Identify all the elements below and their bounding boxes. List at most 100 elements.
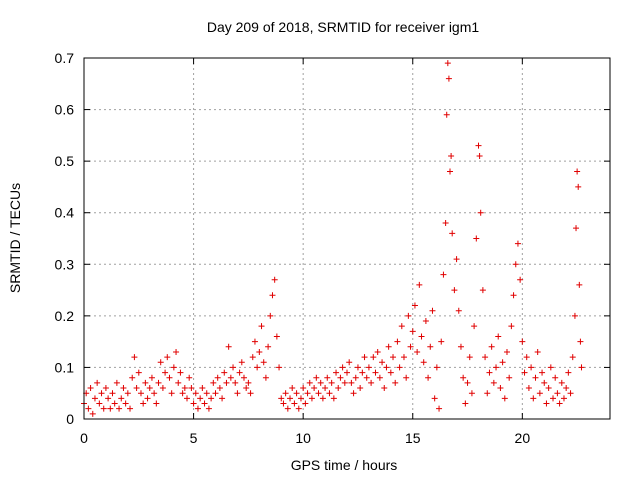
data-point	[484, 390, 491, 397]
data-point	[497, 385, 504, 392]
data-point	[194, 405, 201, 412]
data-point	[575, 183, 582, 190]
data-point	[449, 230, 456, 237]
data-point	[365, 364, 372, 371]
data-point	[199, 385, 206, 392]
data-point	[317, 379, 324, 386]
data-point	[476, 152, 483, 159]
data-point	[444, 60, 451, 67]
data-point	[212, 390, 219, 397]
data-point	[431, 395, 438, 402]
data-point	[131, 354, 138, 361]
data-point	[567, 390, 574, 397]
data-point	[443, 111, 450, 118]
data-point	[109, 390, 116, 397]
y-tick-label: 0.4	[55, 205, 75, 221]
data-point	[249, 354, 256, 361]
data-point	[304, 390, 311, 397]
data-point	[368, 379, 375, 386]
data-point	[376, 374, 383, 381]
data-point	[245, 379, 252, 386]
data-point	[278, 395, 285, 402]
data-point	[363, 374, 370, 381]
data-point	[556, 400, 563, 407]
data-point	[455, 307, 462, 314]
y-tick-label: 0.5	[55, 153, 75, 169]
data-point	[573, 225, 580, 232]
data-point	[545, 385, 552, 392]
x-tick-labels: 0 5 10 15 20	[80, 430, 530, 446]
x-tick-label: 0	[80, 430, 88, 446]
data-point	[475, 142, 482, 149]
data-point	[247, 390, 254, 397]
data-point	[473, 235, 480, 242]
data-point	[186, 374, 193, 381]
data-point	[146, 385, 153, 392]
data-point	[232, 379, 239, 386]
data-point	[403, 374, 410, 381]
data-point	[471, 323, 478, 330]
data-point	[282, 390, 289, 397]
data-point	[238, 359, 245, 366]
data-point	[563, 385, 570, 392]
data-point	[291, 400, 298, 407]
data-point	[539, 369, 546, 376]
data-point	[541, 379, 548, 386]
data-point	[416, 281, 423, 288]
data-point	[267, 312, 274, 319]
data-point	[445, 75, 452, 82]
data-point	[521, 369, 528, 376]
data-point	[462, 400, 469, 407]
data-point	[569, 354, 576, 361]
data-point	[534, 348, 541, 355]
data-point	[201, 400, 208, 407]
data-point	[188, 385, 195, 392]
data-point	[499, 359, 506, 366]
data-point	[333, 369, 340, 376]
data-point	[162, 369, 169, 376]
data-point	[335, 385, 342, 392]
data-point	[418, 333, 425, 340]
data-point	[427, 343, 434, 350]
data-point	[113, 379, 120, 386]
data-point	[129, 374, 136, 381]
data-point	[280, 400, 287, 407]
data-point	[315, 390, 322, 397]
data-point	[100, 405, 107, 412]
data-point	[225, 343, 232, 350]
data-point	[155, 379, 162, 386]
data-point	[135, 369, 142, 376]
data-point	[433, 364, 440, 371]
data-point	[495, 333, 502, 340]
axis-ticks	[83, 57, 610, 420]
data-point	[89, 410, 96, 417]
data-point	[532, 374, 539, 381]
data-point	[398, 323, 405, 330]
data-point	[447, 168, 454, 175]
data-point	[85, 405, 92, 412]
data-point	[405, 312, 412, 319]
data-point	[251, 338, 258, 345]
data-point	[346, 359, 353, 366]
data-point	[438, 338, 445, 345]
data-point	[506, 374, 513, 381]
x-tick-label: 20	[515, 430, 531, 446]
data-point	[468, 390, 475, 397]
data-point	[240, 374, 247, 381]
data-point	[87, 385, 94, 392]
data-point	[571, 312, 578, 319]
data-point	[337, 374, 344, 381]
data-point	[359, 369, 366, 376]
y-tick-labels: 0 0.1 0.2 0.3 0.4 0.5 0.6 0.7	[55, 50, 75, 427]
data-point	[102, 385, 109, 392]
data-point	[203, 390, 210, 397]
data-point	[387, 369, 394, 376]
x-tick-label: 10	[295, 430, 311, 446]
data-point	[436, 405, 443, 412]
data-point	[493, 364, 500, 371]
data-point	[98, 390, 105, 397]
data-point	[287, 395, 294, 402]
data-point	[175, 379, 182, 386]
y-tick-label: 0.6	[55, 102, 75, 118]
data-point	[482, 354, 489, 361]
